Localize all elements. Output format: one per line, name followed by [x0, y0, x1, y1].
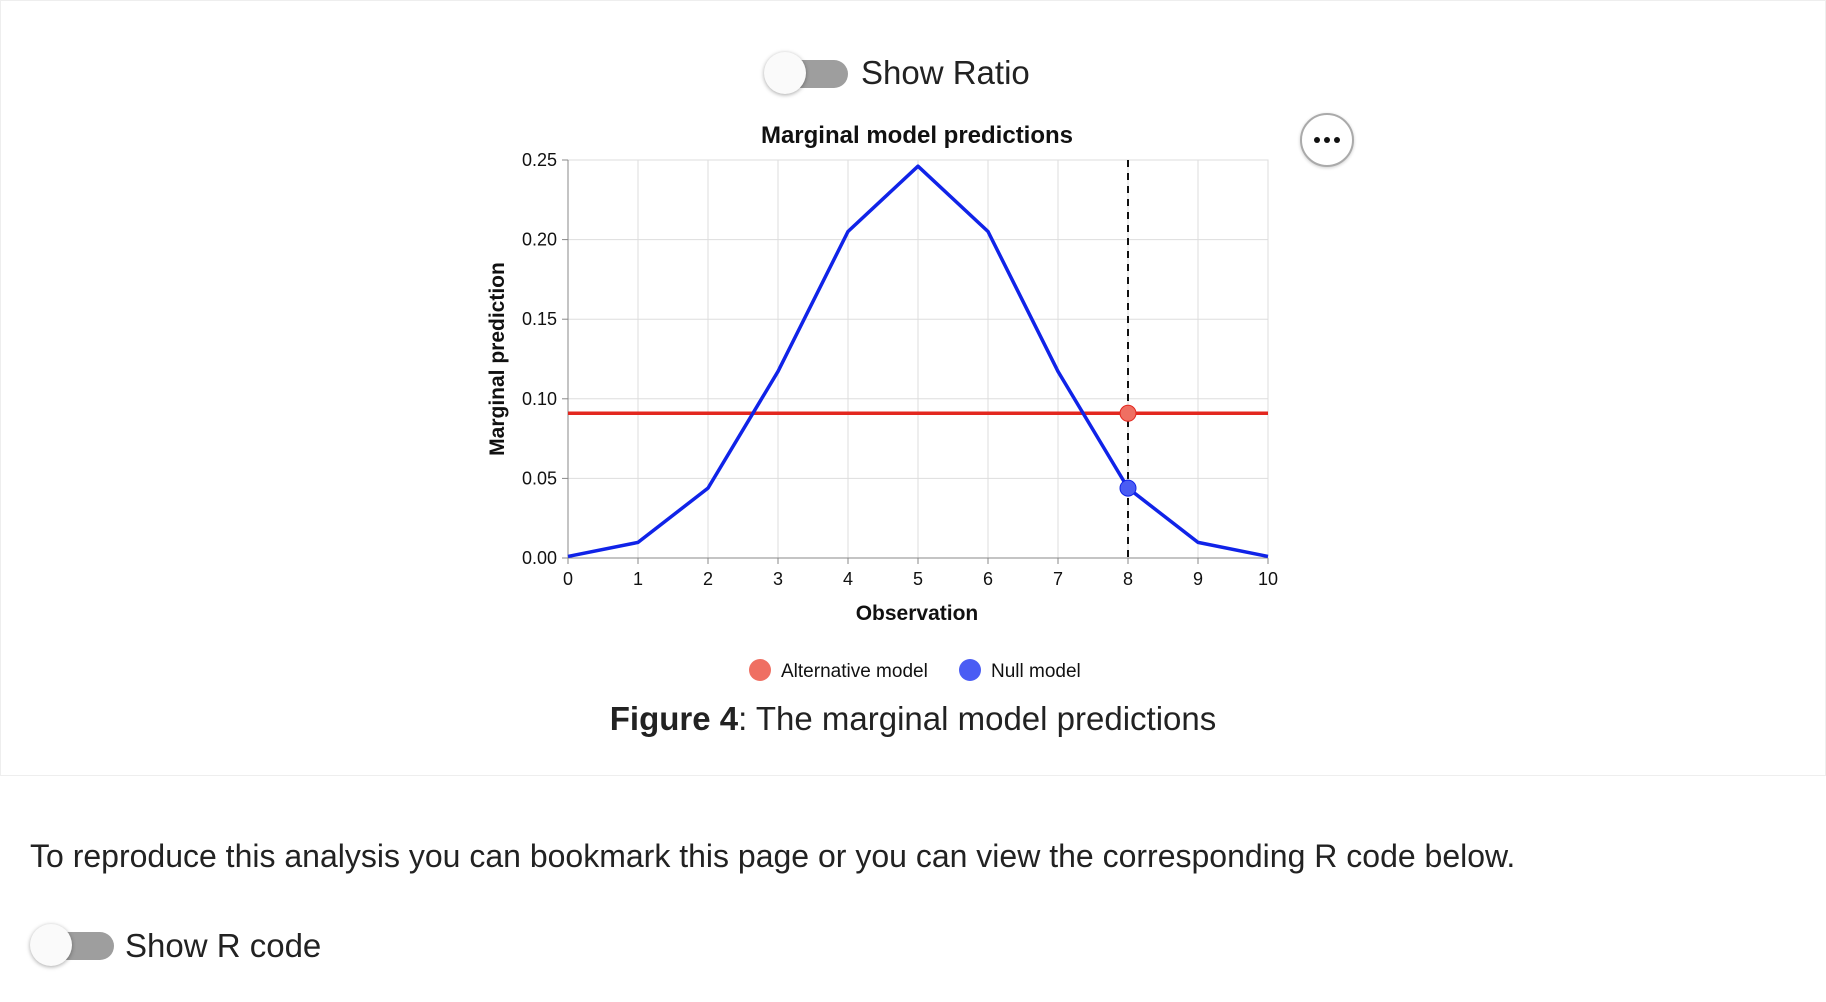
y-tick-label: 0.10 — [522, 389, 557, 409]
chart-actions-menu-button[interactable] — [1300, 113, 1354, 167]
x-tick-label: 3 — [773, 569, 783, 589]
legend-label: Null model — [991, 661, 1081, 682]
x-tick-label: 8 — [1123, 569, 1133, 589]
x-tick-label: 2 — [703, 569, 713, 589]
show-ratio-toggle[interactable] — [764, 52, 848, 94]
figure-caption: Figure 4: The marginal model predictions — [0, 700, 1826, 738]
y-tick-label: 0.15 — [522, 309, 557, 329]
figure-caption-label: Figure 4 — [609, 700, 739, 737]
y-tick-label: 0.25 — [522, 150, 557, 170]
y-tick-label: 0.00 — [522, 548, 557, 568]
chart-axes: 0 1 2 3 4 5 6 7 8 9 10 0.00 0.05 0.10 0.15 0.20 0.25 — [522, 150, 1278, 589]
x-tick-label: 7 — [1053, 569, 1063, 589]
chart-legend: Alternative model Null model — [749, 659, 1081, 682]
toggle-knob — [30, 924, 72, 966]
x-tick-label: 6 — [983, 569, 993, 589]
show-ratio-label: Show Ratio — [861, 54, 1030, 91]
highlight-point-alternative-model — [1119, 404, 1137, 422]
y-tick-label: 0.20 — [522, 230, 557, 250]
x-tick-label: 5 — [913, 569, 923, 589]
y-axis-label: Marginal prediction — [486, 262, 509, 456]
show-r-code-label: Show R code — [125, 927, 322, 964]
x-tick-label: 1 — [633, 569, 643, 589]
chart-grid — [567, 159, 1269, 559]
x-tick-label: 9 — [1193, 569, 1203, 589]
chart-series — [567, 160, 1269, 559]
series-line-null-model — [567, 164, 1269, 559]
legend-marker — [749, 659, 771, 681]
y-tick-label: 0.05 — [522, 468, 557, 488]
figure-caption-text: : The marginal model predictions — [738, 700, 1217, 737]
more-horizontal-icon — [1302, 115, 1352, 165]
chart-title: Marginal model predictions — [761, 122, 1073, 149]
x-axis-label: Observation — [856, 602, 979, 625]
legend-label: Alternative model — [781, 661, 928, 682]
x-tick-label: 4 — [843, 569, 853, 589]
x-tick-label: 10 — [1258, 569, 1278, 589]
highlight-point-null-model — [1119, 479, 1137, 497]
toggle-knob — [764, 52, 806, 94]
x-tick-label: 0 — [563, 569, 573, 589]
legend-marker — [959, 659, 981, 681]
marginal-predictions-chart: Marginal model predictions 0 1 2 3 4 5 6 7 8 9 100… — [486, 122, 1278, 682]
reproduce-instructions: To reproduce this analysis you can bookm… — [30, 838, 1516, 874]
show-r-code-toggle[interactable] — [30, 924, 114, 966]
